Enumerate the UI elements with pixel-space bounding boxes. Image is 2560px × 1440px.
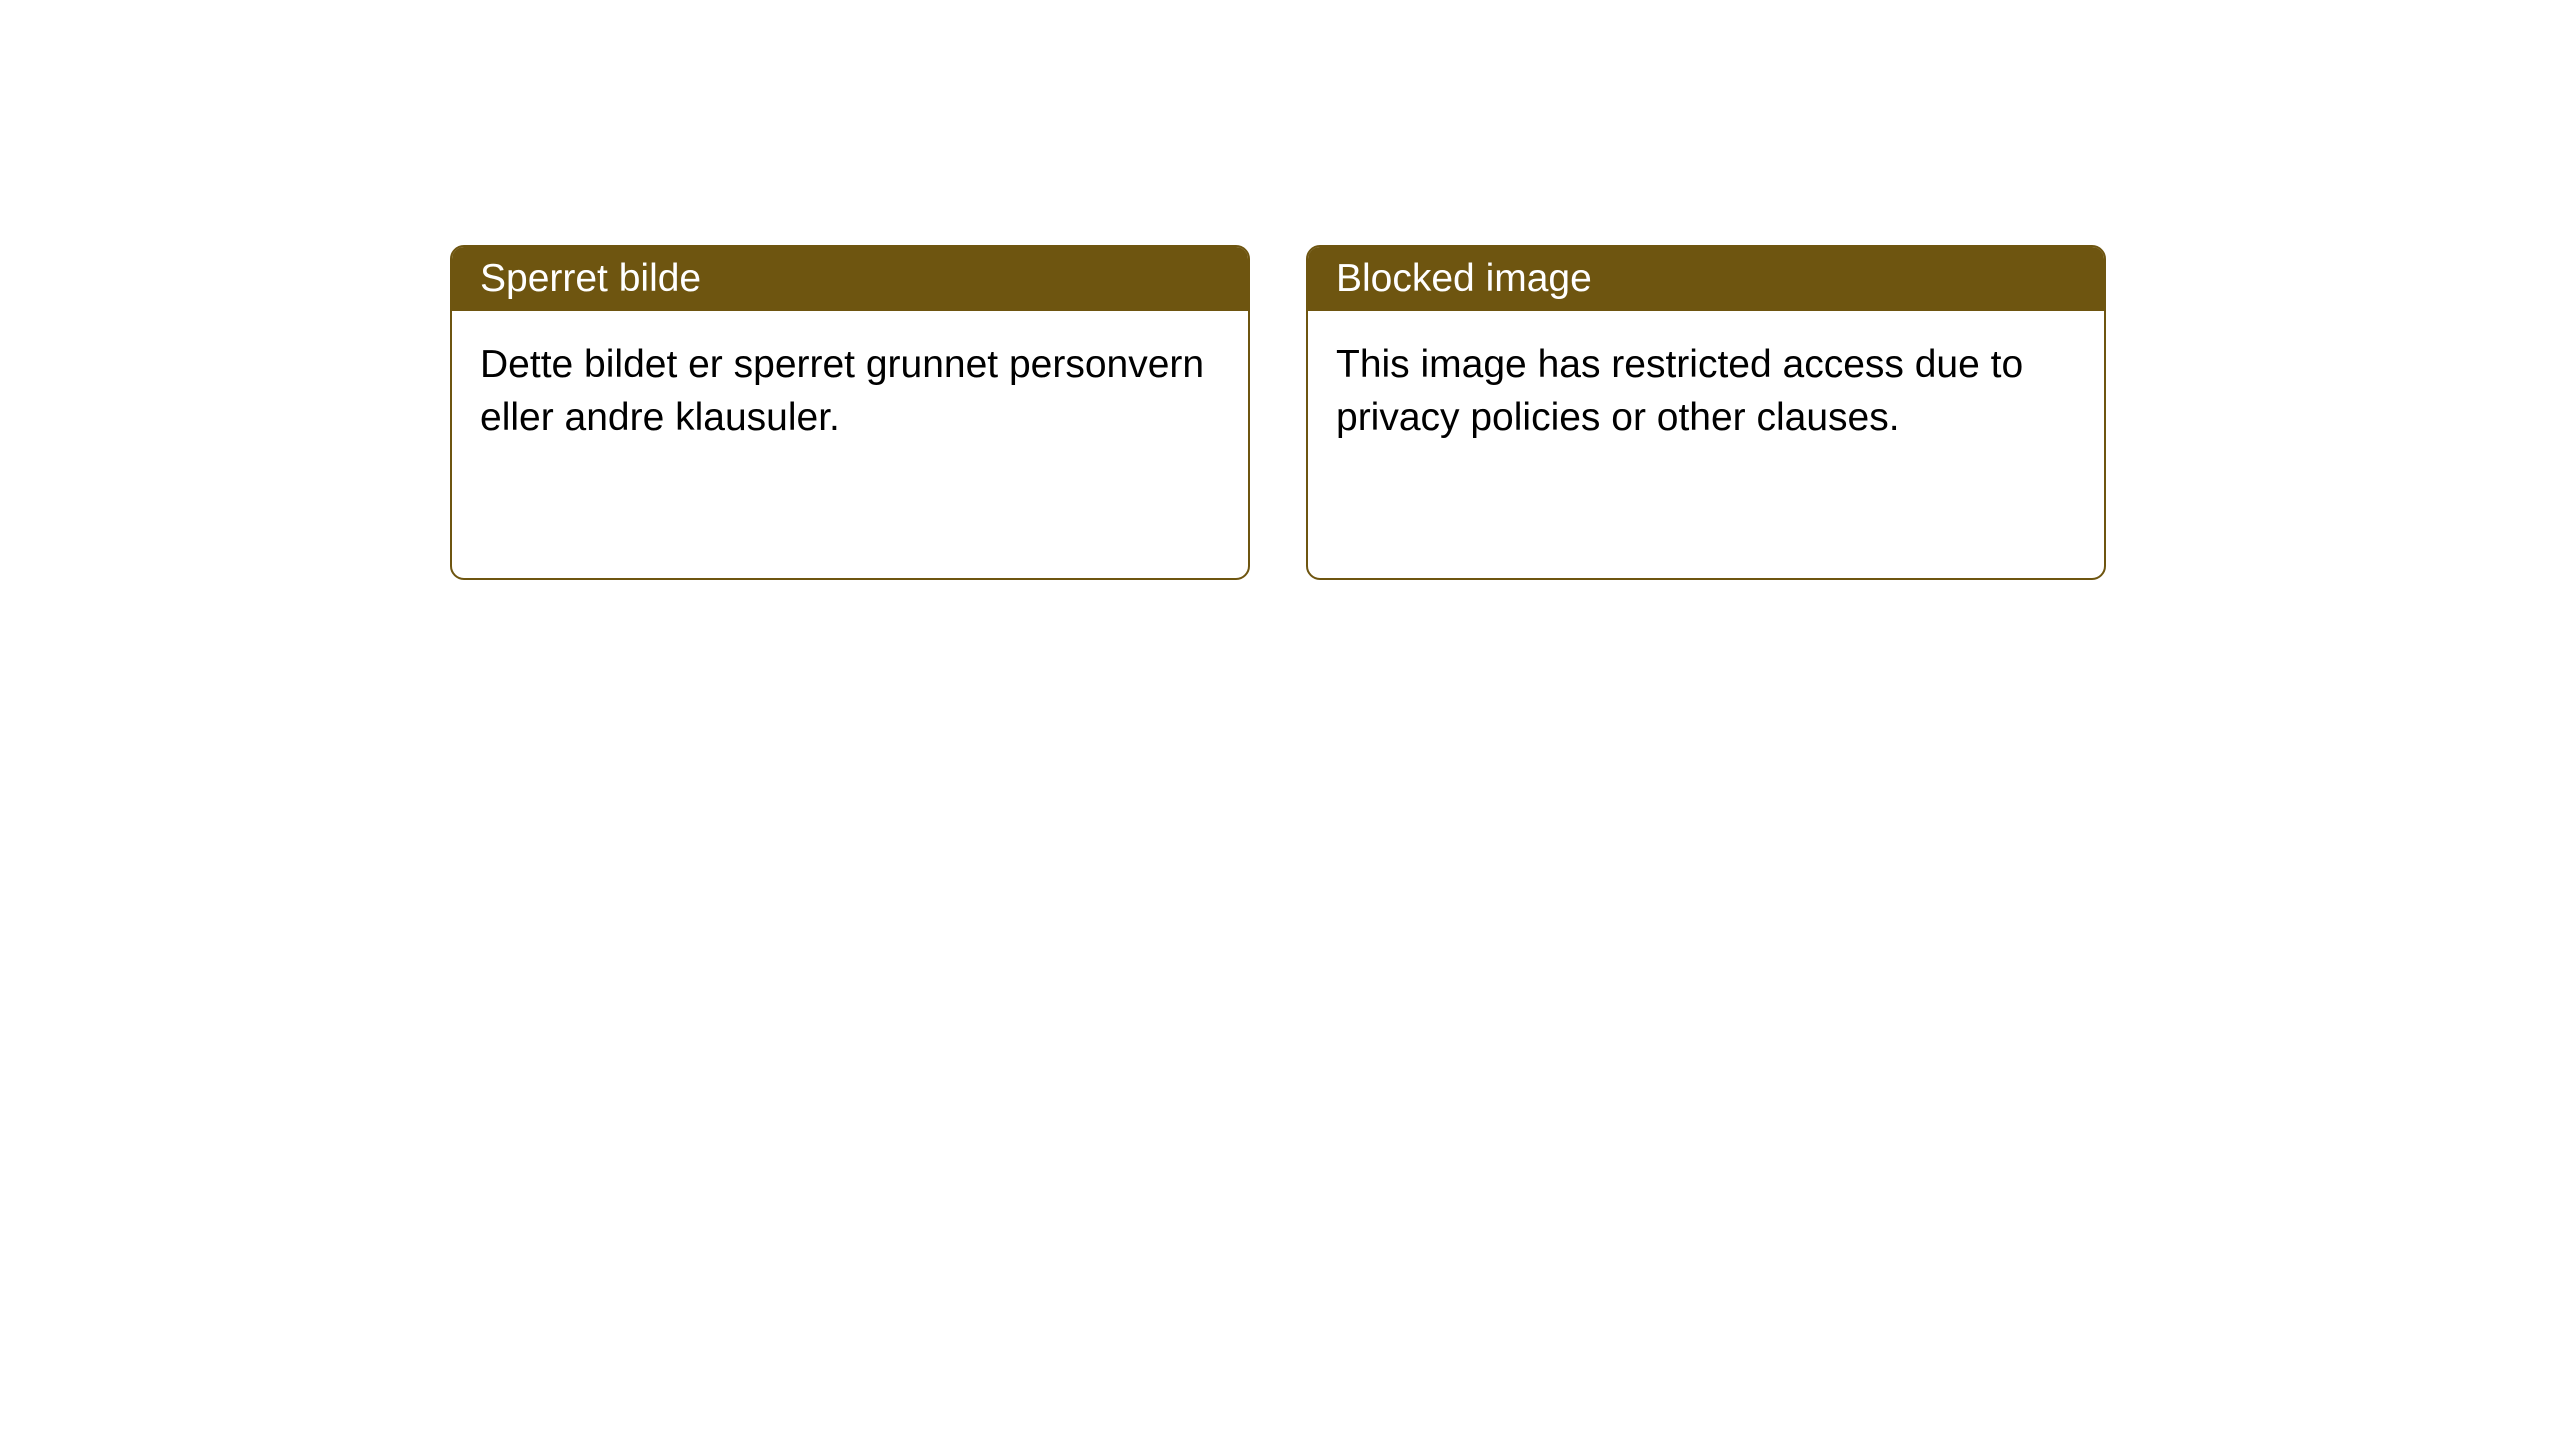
notice-box-norwegian: Sperret bilde Dette bildet er sperret gr… <box>450 245 1250 580</box>
notice-header: Blocked image <box>1308 247 2104 311</box>
notices-container: Sperret bilde Dette bildet er sperret gr… <box>0 0 2560 580</box>
notice-body: Dette bildet er sperret grunnet personve… <box>452 311 1248 472</box>
notice-box-english: Blocked image This image has restricted … <box>1306 245 2106 580</box>
notice-body: This image has restricted access due to … <box>1308 311 2104 472</box>
notice-header: Sperret bilde <box>452 247 1248 311</box>
